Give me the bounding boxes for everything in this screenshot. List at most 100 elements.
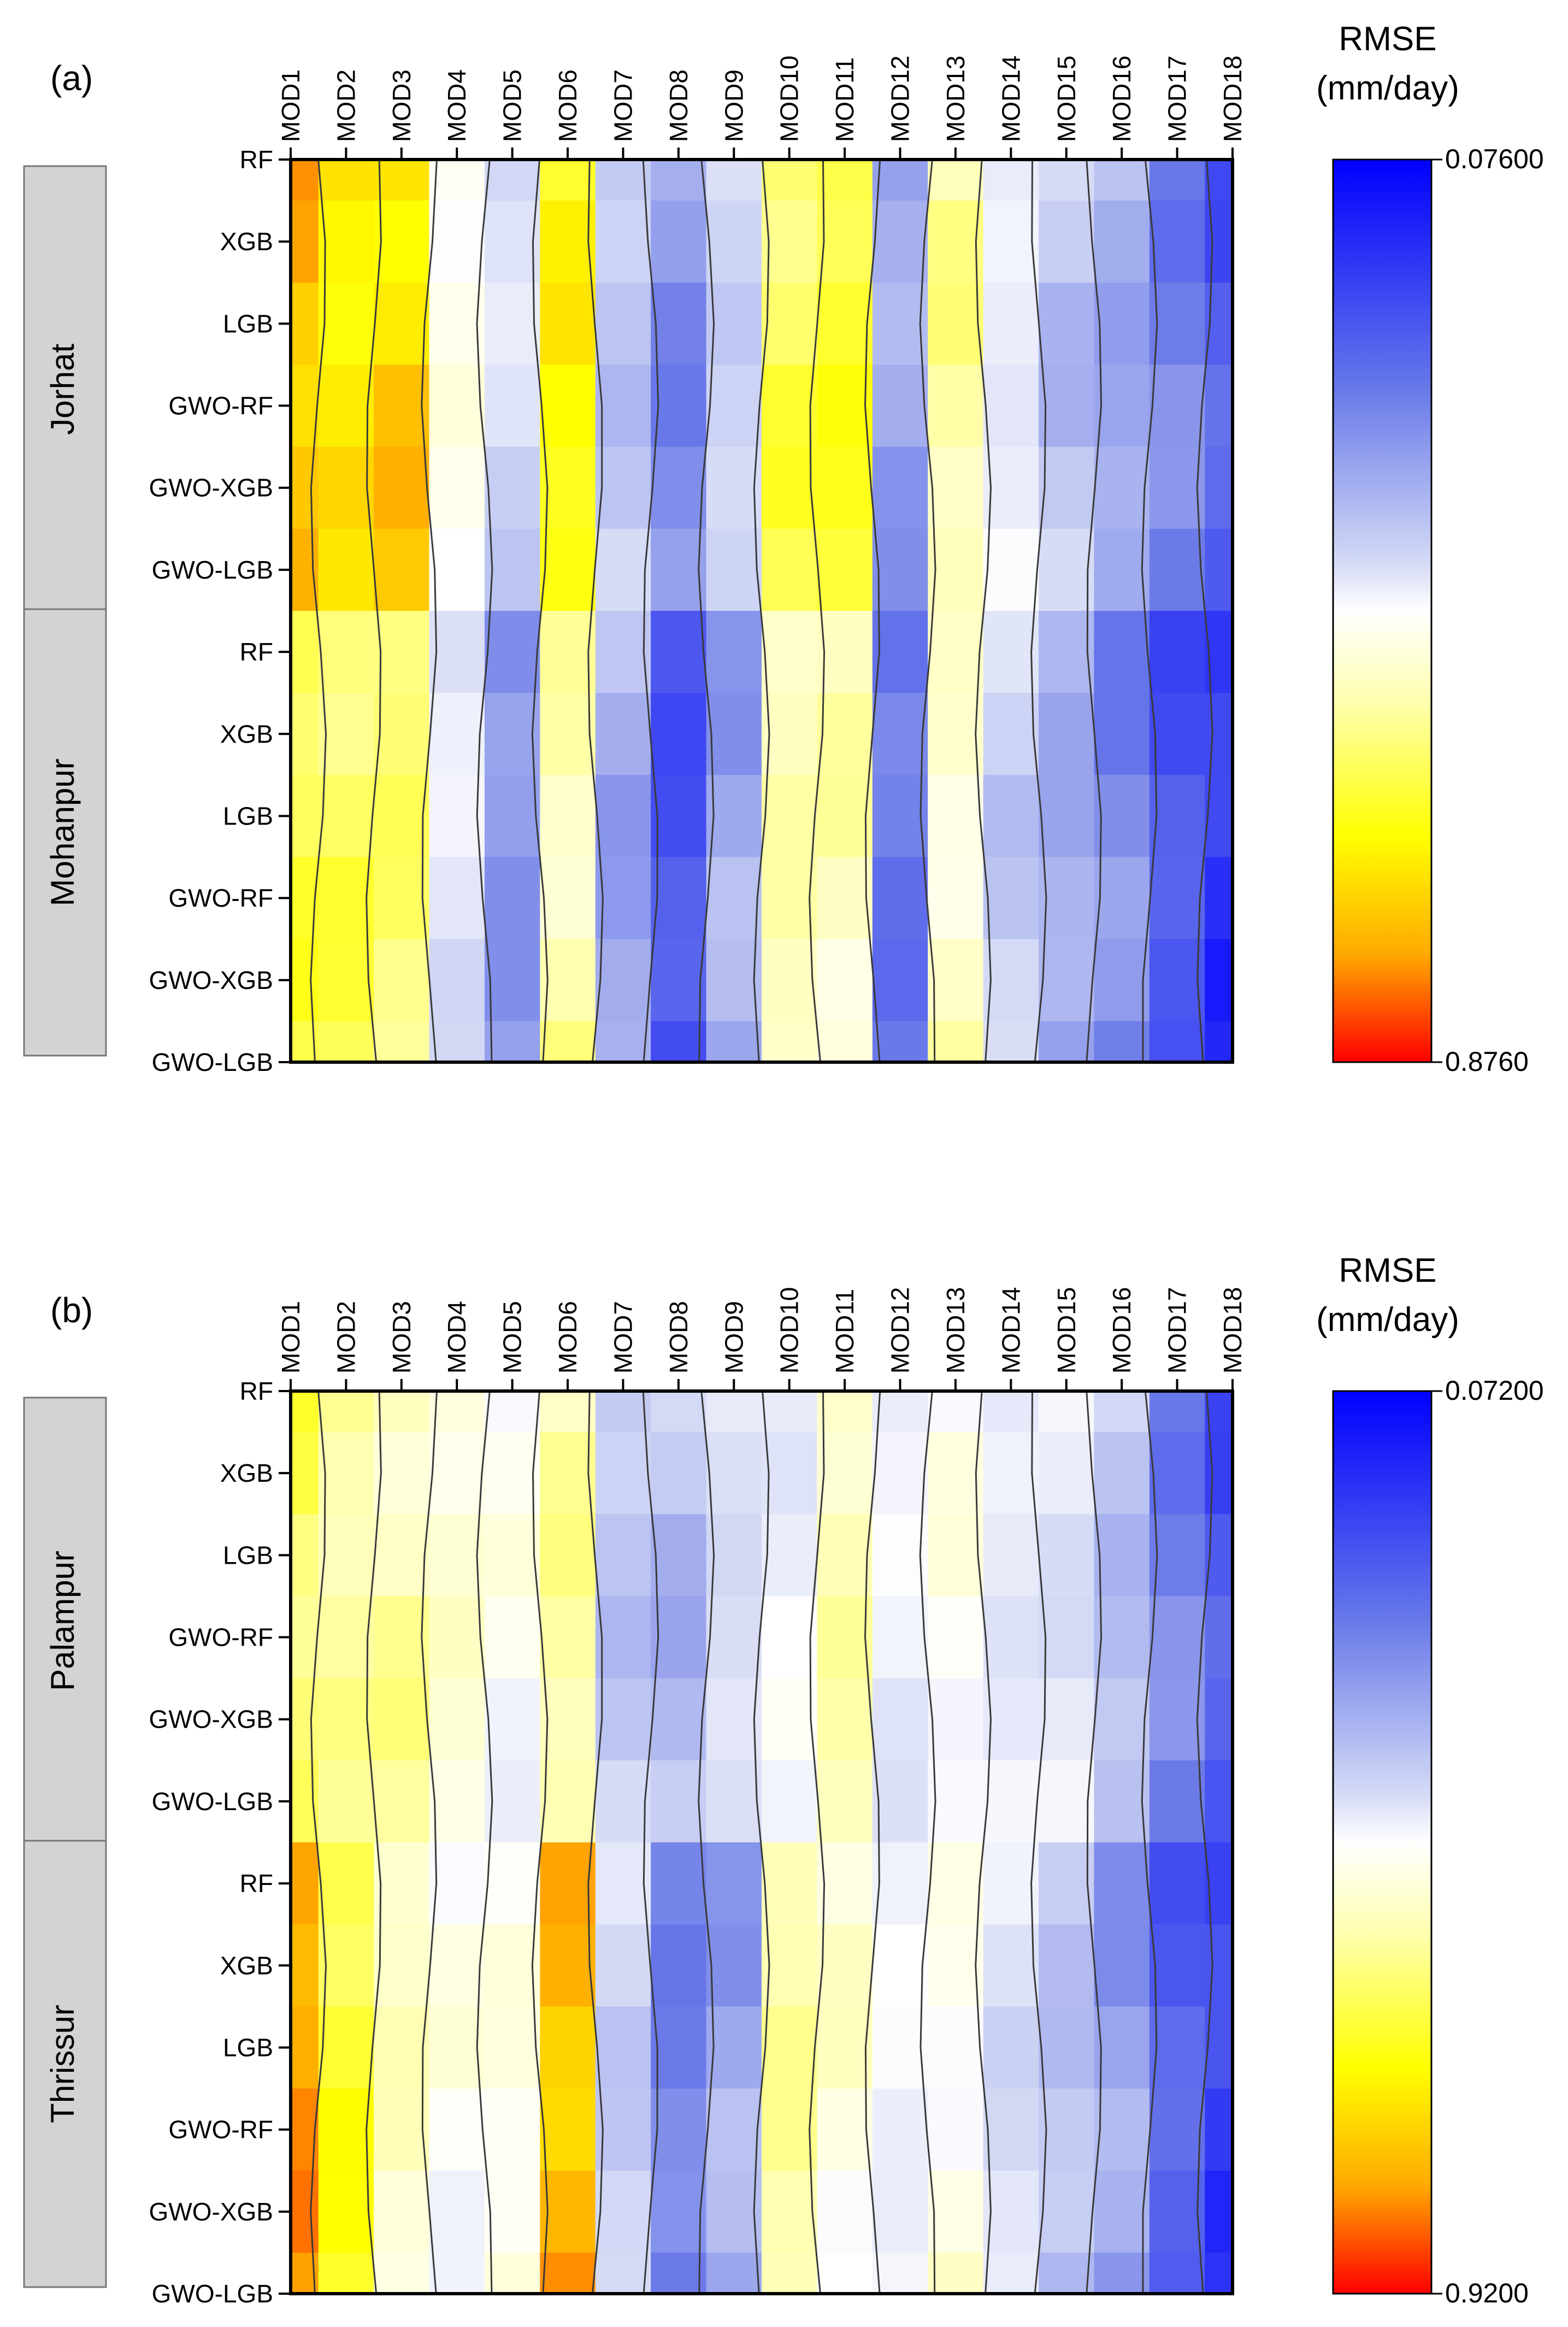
heatmap-cell (540, 2170, 596, 2253)
heatmap-cell (318, 1842, 374, 1925)
heatmap-cell (651, 1391, 707, 1433)
heatmap-cell (291, 1760, 319, 1843)
heatmap-cell (291, 611, 319, 693)
heatmap-cell (872, 528, 928, 611)
heatmap-cell (1094, 611, 1150, 693)
heatmap-cell (595, 1842, 651, 1925)
heatmap-cell (484, 1021, 540, 1063)
heatmap-cell (1149, 2252, 1205, 2294)
heatmap-cell (762, 1514, 818, 1597)
heatmap-cell (872, 282, 928, 366)
contour-lines-a (310, 159, 1213, 1063)
heatmap-cell (928, 446, 984, 529)
heatmap-cell (1149, 1596, 1205, 1679)
heatmap-cell (429, 364, 485, 447)
heatmap-cell (540, 446, 596, 529)
heatmap-cell (484, 611, 540, 693)
heatmap-cell (1039, 282, 1095, 366)
heatmap-cell (1149, 364, 1205, 447)
heatmap-cell (484, 364, 540, 447)
heatmap-cell (651, 1924, 707, 2007)
heatmap-cell (429, 1514, 485, 1597)
y-tick-label: GWO-RF (168, 392, 273, 420)
heatmap-cell (706, 1842, 762, 1925)
y-tick-label: XGB (220, 227, 273, 256)
heatmap-cell (484, 2006, 540, 2089)
heatmap-cell (1205, 201, 1233, 283)
heatmap-cell (1149, 1678, 1205, 1761)
heatmap-cell (983, 160, 1039, 201)
heatmap-cell (872, 1678, 928, 1761)
contour-line (864, 159, 881, 1063)
heatmap-cell (374, 2252, 430, 2294)
heatmap-cell (1205, 1596, 1233, 1679)
contour-line (476, 159, 493, 1063)
heatmap-cell (706, 1596, 762, 1679)
heatmap-cell (540, 1924, 596, 2007)
heatmap-cell (429, 446, 485, 529)
heatmap-cell (928, 201, 984, 283)
heatmap-cell (484, 1842, 540, 1925)
heatmap-cell (1149, 1760, 1205, 1843)
heatmap-cell (540, 1760, 596, 1843)
heatmap-cell (1149, 2088, 1205, 2171)
x-tick-label: MOD5 (498, 69, 527, 142)
heatmap-cell (1149, 939, 1205, 1022)
heatmap-cell (817, 446, 873, 529)
heatmap-cell (983, 611, 1039, 693)
heatmap-cell (1039, 528, 1095, 611)
heatmap-cell (374, 611, 430, 693)
heatmap-cell (318, 1514, 374, 1597)
heatmap-cell (1094, 282, 1150, 366)
heatmap-cell (872, 1924, 928, 2007)
heatmap-cell (817, 2170, 873, 2253)
heatmap-cell (595, 1021, 651, 1063)
heatmap-cell (540, 611, 596, 693)
heatmap-cell (1205, 857, 1233, 940)
contour-line (587, 159, 604, 1063)
heatmap-cell (706, 2006, 762, 2089)
heatmap-cell (1094, 1021, 1150, 1063)
heatmap-cell (762, 2006, 818, 2089)
heatmap-cell (540, 693, 596, 775)
heatmap-cell (374, 1678, 430, 1761)
heatmap-cell (540, 775, 596, 858)
heatmap-cell (429, 1678, 485, 1761)
heatmap-cell (983, 1432, 1039, 1515)
heatmap-cell (762, 1021, 818, 1063)
x-tick-label: MOD16 (1107, 56, 1136, 142)
heatmap-cell (872, 1842, 928, 1925)
heatmap-cell (540, 1842, 596, 1925)
heatmap-cell (706, 2252, 762, 2294)
heatmap-cell (595, 939, 651, 1022)
heatmap-cell (706, 1514, 762, 1597)
heatmap-cell (291, 1432, 319, 1515)
heatmap-cell (484, 857, 540, 940)
heatmap-cell (817, 1391, 873, 1433)
heatmap-cell (318, 693, 374, 775)
heatmap-cell (318, 1432, 374, 1515)
heatmap-cell (484, 528, 540, 611)
heatmap-cell (540, 282, 596, 366)
heatmap-cell (651, 1760, 707, 1843)
heatmap-cell (484, 1760, 540, 1843)
heatmap-cell (651, 2170, 707, 2253)
heatmap-cell (429, 160, 485, 201)
heatmap-cell (651, 1678, 707, 1761)
heatmap-cell (762, 775, 818, 858)
colorbar-bottom-label-b: 0.9200 (1445, 2278, 1529, 2308)
heatmap-cell (291, 160, 319, 201)
heatmap-cell (762, 446, 818, 529)
heatmap-cell (291, 1514, 319, 1597)
heatmap-cell (1205, 2170, 1233, 2253)
y-tick-label: LGB (223, 1541, 273, 1569)
heatmap-cell (928, 364, 984, 447)
heatmap-cell (1094, 939, 1150, 1022)
heatmap-cell (374, 1432, 430, 1515)
group-box (23, 608, 107, 1057)
contour-line (864, 1391, 881, 2294)
y-axis-b: RF XGB LGB GWO-RF GWO-XGB GWO-LGB RF XGB LGB GWO-… (149, 1377, 291, 2308)
x-tick-label: MOD15 (1052, 1287, 1081, 1374)
heatmap-cell (318, 201, 374, 283)
